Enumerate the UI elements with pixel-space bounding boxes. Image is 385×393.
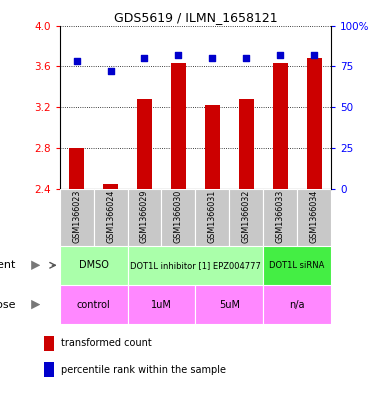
Bar [103,184,118,189]
Bar [161,189,195,246]
Bar [127,246,263,285]
Bar [127,189,161,246]
Bar [137,99,152,189]
Text: DOT1L siRNA: DOT1L siRNA [270,261,325,270]
Bar [263,285,331,324]
Bar [205,105,220,189]
Point [74,58,80,64]
Bar [44,362,54,377]
Bar [263,189,297,246]
Point [141,55,147,61]
Point [209,55,216,61]
Text: transformed count: transformed count [61,338,152,348]
Point [175,52,181,58]
Bar [44,336,54,351]
Text: GSM1366034: GSM1366034 [310,189,319,242]
Text: 1uM: 1uM [151,299,172,310]
Bar [195,285,263,324]
Bar [239,99,254,189]
Point [243,55,249,61]
Text: percentile rank within the sample: percentile rank within the sample [61,365,226,375]
Bar [263,246,331,285]
Bar [273,63,288,189]
Text: dose: dose [0,299,15,310]
Bar [60,246,127,285]
Polygon shape [31,261,40,270]
Text: GSM1366023: GSM1366023 [72,189,81,243]
Bar [297,189,331,246]
Bar [94,189,127,246]
Bar [60,285,127,324]
Text: GSM1366033: GSM1366033 [276,189,285,242]
Text: control: control [77,299,110,310]
Bar [195,189,229,246]
Text: agent: agent [0,260,15,270]
Point [311,52,317,58]
Bar [60,189,94,246]
Bar [171,63,186,189]
Title: GDS5619 / ILMN_1658121: GDS5619 / ILMN_1658121 [114,11,277,24]
Text: GSM1366030: GSM1366030 [174,189,183,242]
Bar [69,148,84,189]
Point [277,52,283,58]
Text: GSM1366031: GSM1366031 [208,189,217,242]
Text: GSM1366032: GSM1366032 [242,189,251,243]
Text: DMSO: DMSO [79,260,109,270]
Text: GSM1366029: GSM1366029 [140,189,149,243]
Bar [229,189,263,246]
Bar [306,58,322,189]
Point [107,68,114,74]
Polygon shape [31,300,40,309]
Text: GSM1366024: GSM1366024 [106,189,115,243]
Text: DOT1L inhibitor [1] EPZ004777: DOT1L inhibitor [1] EPZ004777 [130,261,261,270]
Text: n/a: n/a [290,299,305,310]
Bar [127,285,195,324]
Text: 5uM: 5uM [219,299,240,310]
